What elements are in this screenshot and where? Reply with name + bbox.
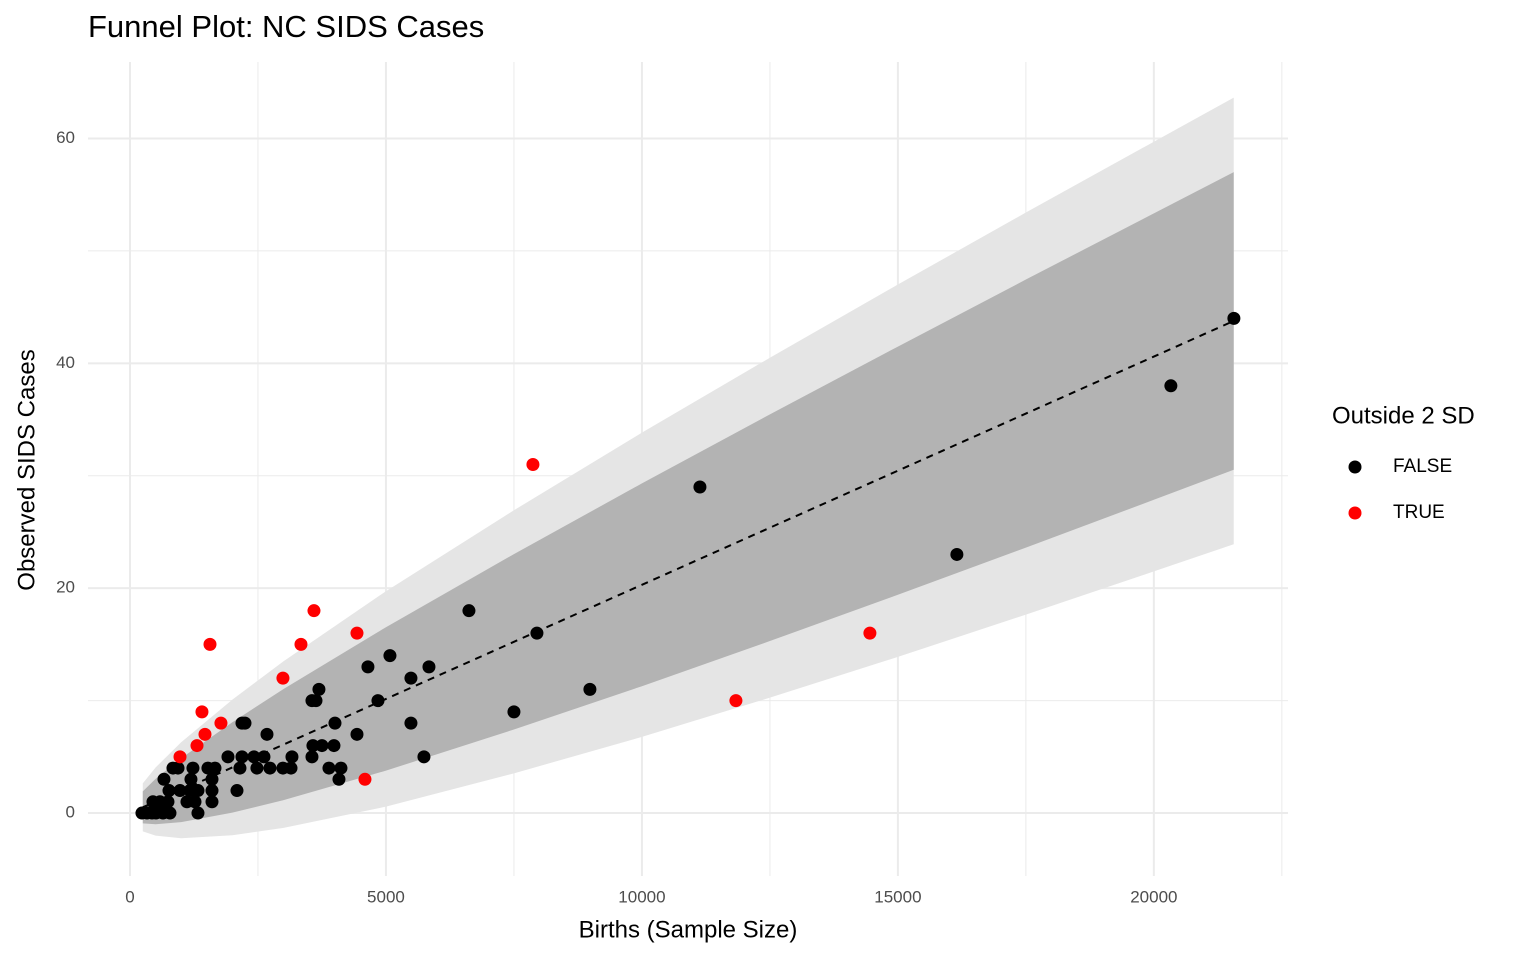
chart-title: Funnel Plot: NC SIDS Cases xyxy=(88,9,484,44)
x-tick-label: 10000 xyxy=(618,887,665,906)
point xyxy=(1227,311,1241,325)
point xyxy=(383,649,397,663)
y-tick-label: 60 xyxy=(56,128,75,147)
point xyxy=(729,694,743,708)
point xyxy=(863,626,877,640)
point xyxy=(358,772,372,786)
point xyxy=(191,806,205,820)
point xyxy=(334,761,348,775)
point xyxy=(230,784,244,798)
point xyxy=(250,761,264,775)
inner-band xyxy=(142,172,1234,825)
point xyxy=(350,727,364,741)
point xyxy=(186,761,200,775)
point xyxy=(183,784,197,798)
y-tick-label: 20 xyxy=(56,578,75,597)
point xyxy=(530,626,544,640)
point xyxy=(526,458,540,472)
x-tick-label: 20000 xyxy=(1130,887,1177,906)
point xyxy=(203,637,217,651)
point xyxy=(276,671,290,685)
point xyxy=(583,682,597,696)
points xyxy=(135,311,1241,820)
legend-label: TRUE xyxy=(1393,502,1445,523)
point xyxy=(146,795,160,809)
point xyxy=(507,705,521,719)
x-tick-label: 15000 xyxy=(874,887,921,906)
bands xyxy=(142,97,1235,839)
point xyxy=(173,784,187,798)
point xyxy=(205,795,219,809)
point xyxy=(307,604,321,618)
point xyxy=(173,750,187,764)
point xyxy=(332,772,346,786)
legend-marker xyxy=(1348,506,1362,520)
x-tick-label: 5000 xyxy=(367,887,405,906)
point xyxy=(306,739,320,753)
point xyxy=(205,772,219,786)
point xyxy=(294,637,308,651)
point xyxy=(195,705,209,719)
point xyxy=(276,761,290,775)
legend-label: FALSE xyxy=(1393,456,1452,477)
point xyxy=(404,671,418,685)
point xyxy=(157,772,171,786)
point xyxy=(305,750,319,764)
point xyxy=(180,795,194,809)
point xyxy=(328,716,342,730)
point xyxy=(257,750,271,764)
legend-title: Outside 2 SD xyxy=(1332,402,1475,429)
point xyxy=(205,784,219,798)
point xyxy=(305,694,319,708)
point xyxy=(417,750,431,764)
y-axis-title: Observed SIDS Cases xyxy=(13,349,40,590)
legend: FALSE TRUE xyxy=(1348,456,1452,523)
point xyxy=(162,784,176,798)
point xyxy=(184,772,198,786)
point xyxy=(315,739,329,753)
point xyxy=(462,604,476,618)
legend-marker xyxy=(1348,460,1362,474)
point xyxy=(1164,379,1178,393)
point xyxy=(327,739,341,753)
point xyxy=(233,761,247,775)
point xyxy=(263,761,277,775)
y-tick-label: 40 xyxy=(56,353,75,372)
point xyxy=(221,750,235,764)
point xyxy=(214,716,228,730)
point xyxy=(950,547,964,561)
point xyxy=(235,750,249,764)
point xyxy=(422,660,436,674)
x-tick-label: 0 xyxy=(125,887,134,906)
point xyxy=(693,480,707,494)
point xyxy=(166,761,180,775)
point xyxy=(361,660,375,674)
point xyxy=(404,716,418,730)
point xyxy=(135,806,149,820)
point xyxy=(201,761,215,775)
point xyxy=(312,682,326,696)
x-axis-title: Births (Sample Size) xyxy=(579,916,798,943)
point xyxy=(235,716,249,730)
point xyxy=(285,750,299,764)
point xyxy=(190,739,204,753)
point xyxy=(198,727,212,741)
point xyxy=(371,694,385,708)
point xyxy=(260,727,274,741)
point xyxy=(322,761,336,775)
point xyxy=(247,750,261,764)
y-tick-label: 0 xyxy=(66,803,75,822)
point xyxy=(350,626,364,640)
